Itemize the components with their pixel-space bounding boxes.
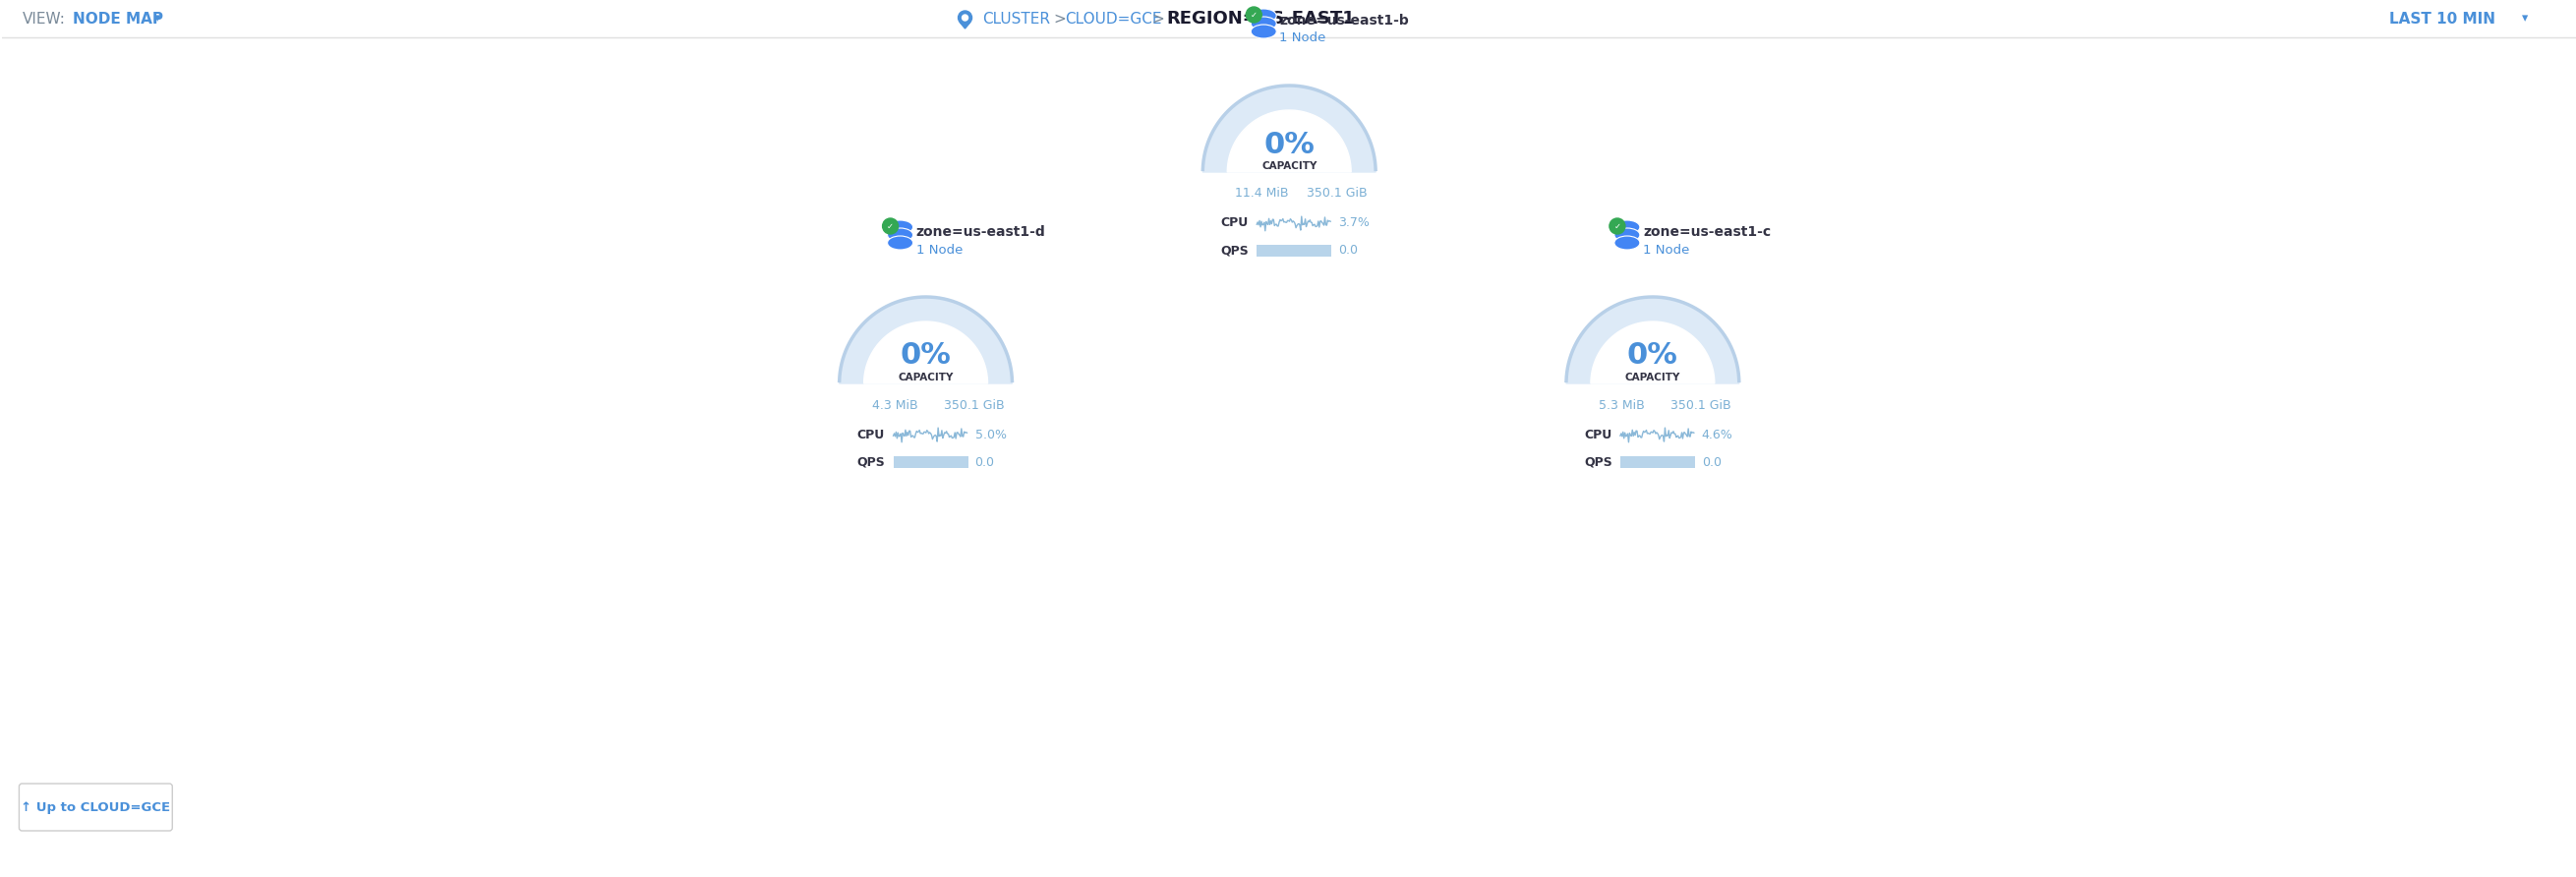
Ellipse shape <box>889 236 912 250</box>
Text: CAPACITY: CAPACITY <box>1262 161 1316 171</box>
Text: QPS: QPS <box>1221 245 1249 257</box>
Circle shape <box>1610 218 1625 234</box>
Polygon shape <box>1203 86 1376 172</box>
Text: 350.1 GiB: 350.1 GiB <box>943 399 1005 411</box>
Text: 0%: 0% <box>1628 342 1677 370</box>
Text: VIEW:: VIEW: <box>23 11 64 26</box>
Bar <box>1257 245 1332 257</box>
Text: 1 Node: 1 Node <box>1643 243 1690 256</box>
Text: 5.0%: 5.0% <box>974 428 1007 441</box>
Ellipse shape <box>1252 25 1278 39</box>
Text: 4.6%: 4.6% <box>1703 428 1734 441</box>
Text: CLUSTER: CLUSTER <box>981 11 1051 26</box>
Text: CPU: CPU <box>1584 428 1613 441</box>
Polygon shape <box>1592 322 1716 383</box>
Ellipse shape <box>1615 236 1641 250</box>
Text: CPU: CPU <box>1221 217 1249 230</box>
Ellipse shape <box>889 228 912 242</box>
Text: 0%: 0% <box>1265 131 1314 159</box>
Text: CAPACITY: CAPACITY <box>899 373 953 382</box>
Circle shape <box>1247 7 1262 23</box>
Text: ↑ Up to CLOUD=GCE: ↑ Up to CLOUD=GCE <box>21 801 170 814</box>
FancyBboxPatch shape <box>18 783 173 831</box>
Polygon shape <box>840 297 1012 383</box>
Ellipse shape <box>889 220 912 234</box>
Ellipse shape <box>1615 228 1641 242</box>
Text: zone=us-east1-d: zone=us-east1-d <box>917 225 1046 239</box>
Text: CPU: CPU <box>858 428 884 441</box>
Text: ✓: ✓ <box>886 222 894 231</box>
Text: ▾: ▾ <box>155 12 160 25</box>
Text: NODE MAP: NODE MAP <box>72 11 165 26</box>
Text: REGION=US-EAST1: REGION=US-EAST1 <box>1167 10 1355 27</box>
Ellipse shape <box>1252 9 1278 23</box>
Text: 0.0: 0.0 <box>974 456 994 468</box>
Text: 350.1 GiB: 350.1 GiB <box>1669 399 1731 411</box>
Text: ✓: ✓ <box>1249 11 1257 19</box>
Text: 4.3 MiB: 4.3 MiB <box>871 399 917 411</box>
Text: 5.3 MiB: 5.3 MiB <box>1600 399 1643 411</box>
Bar <box>894 456 969 468</box>
Bar <box>1620 456 1695 468</box>
Text: >: > <box>1054 11 1066 26</box>
Polygon shape <box>863 322 987 383</box>
Text: 1 Node: 1 Node <box>1280 32 1327 45</box>
Ellipse shape <box>1252 17 1278 31</box>
Text: 0.0: 0.0 <box>1340 245 1358 257</box>
Ellipse shape <box>1615 220 1641 234</box>
Text: zone=us-east1-c: zone=us-east1-c <box>1643 225 1770 239</box>
Text: ✓: ✓ <box>1613 222 1620 231</box>
Circle shape <box>961 15 969 21</box>
Polygon shape <box>1226 111 1350 172</box>
Circle shape <box>958 11 971 25</box>
Text: 11.4 MiB: 11.4 MiB <box>1234 188 1288 200</box>
Text: QPS: QPS <box>1584 456 1613 468</box>
Text: QPS: QPS <box>858 456 886 468</box>
Text: CAPACITY: CAPACITY <box>1625 373 1680 382</box>
Polygon shape <box>961 23 971 29</box>
Circle shape <box>884 218 899 234</box>
Text: 3.7%: 3.7% <box>1340 217 1370 230</box>
Text: CLOUD=GCE: CLOUD=GCE <box>1066 11 1162 26</box>
Text: 0%: 0% <box>899 342 951 370</box>
Text: 350.1 GiB: 350.1 GiB <box>1306 188 1368 200</box>
Text: zone=us-east1-b: zone=us-east1-b <box>1280 14 1409 27</box>
Text: 0.0: 0.0 <box>1703 456 1721 468</box>
Text: 1 Node: 1 Node <box>917 243 963 256</box>
Text: LAST 10 MIN: LAST 10 MIN <box>2391 11 2496 26</box>
Bar <box>3 0 2576 38</box>
Polygon shape <box>1566 297 1739 383</box>
Text: ▾: ▾ <box>2522 12 2527 25</box>
Text: >: > <box>1151 11 1164 26</box>
